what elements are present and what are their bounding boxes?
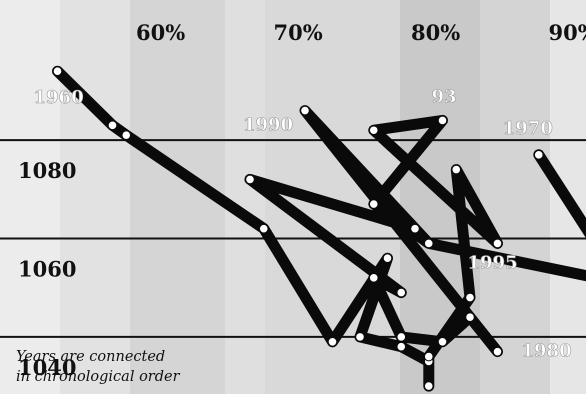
data-point <box>107 120 118 131</box>
data-point <box>300 105 310 116</box>
year-label: 1960 <box>34 87 84 108</box>
year-label: 1995 <box>468 252 518 273</box>
x-tick-label: 90% <box>549 20 586 45</box>
data-point <box>437 337 448 347</box>
data-point <box>396 287 407 298</box>
year-label: 1980 <box>522 341 572 362</box>
background-band <box>0 0 60 394</box>
data-point <box>368 273 379 283</box>
data-point <box>423 351 434 362</box>
y-tick-label: 1060 <box>18 256 76 281</box>
data-point <box>396 332 407 342</box>
data-line <box>52 65 586 392</box>
data-point <box>368 199 379 209</box>
data-point <box>533 150 544 160</box>
x-tick-label: 80% <box>411 20 460 45</box>
data-point <box>410 223 420 234</box>
series-line <box>52 65 586 392</box>
chronology-note-line1: Years are connected <box>16 349 165 365</box>
data-point <box>492 346 503 357</box>
x-tick-label: 60% <box>136 20 185 45</box>
background-band <box>480 0 550 394</box>
background-band <box>60 0 130 394</box>
x-tick-label: 70% <box>274 20 323 45</box>
year-label: 1990 <box>243 115 293 136</box>
data-point <box>465 312 475 323</box>
data-point <box>52 66 63 76</box>
data-point <box>258 223 269 234</box>
year-label: 1970 <box>503 118 553 139</box>
year-label: 93 <box>432 86 457 107</box>
data-point <box>437 115 448 126</box>
data-point <box>368 125 379 136</box>
data-point <box>423 238 434 249</box>
chronology-note-line2: in chronological order <box>16 369 181 385</box>
y-tick-label: 1080 <box>18 158 76 183</box>
data-point <box>382 253 393 263</box>
data-point <box>465 292 475 303</box>
tick-labels: 1080 1060 1040 60% 70% 80% 90% <box>18 20 586 380</box>
data-point <box>451 164 462 175</box>
data-point <box>327 337 338 347</box>
data-point <box>355 332 365 342</box>
y-tick-label: 1040 <box>18 355 76 380</box>
data-points <box>52 66 544 391</box>
data-point <box>423 381 434 391</box>
point-labels: 1960 1970 1980 1990 93 1995 <box>33 86 572 362</box>
data-point <box>121 130 132 140</box>
data-point <box>492 238 503 249</box>
data-point <box>245 174 255 185</box>
background-band <box>225 0 265 394</box>
data-point <box>396 341 407 352</box>
